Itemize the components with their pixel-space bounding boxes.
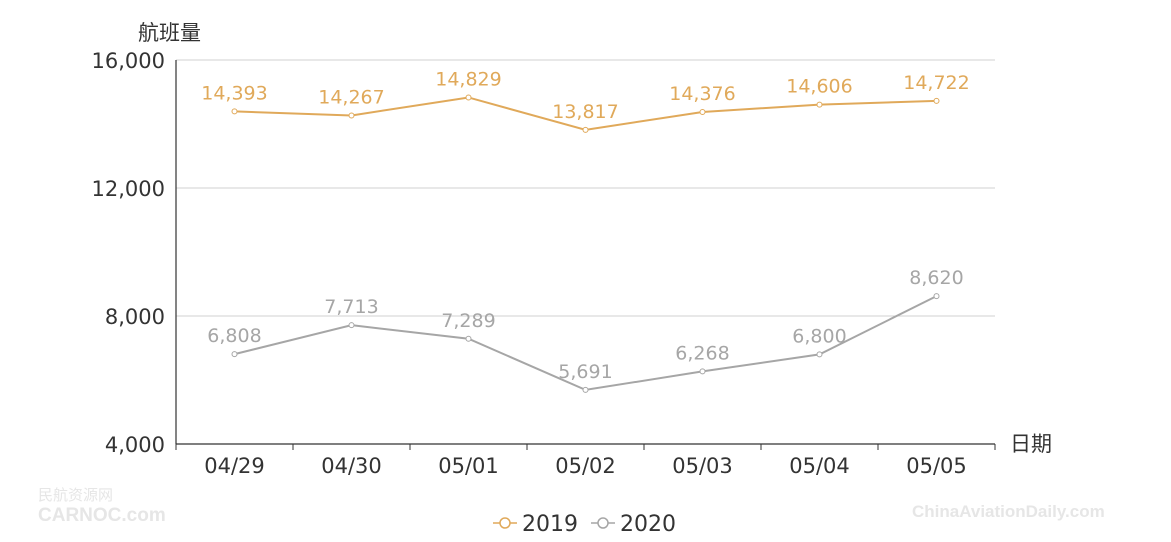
- y-axis-title: 航班量: [138, 21, 201, 45]
- data-point: [816, 101, 823, 108]
- data-point: [465, 94, 472, 101]
- data-label: 14,393: [201, 82, 267, 104]
- data-label: 5,691: [558, 361, 612, 383]
- data-label: 6,800: [792, 325, 846, 347]
- data-point: [231, 108, 238, 115]
- data-point: [816, 351, 823, 358]
- data-label: 6,808: [207, 325, 261, 347]
- data-point: [582, 386, 589, 393]
- y-tick-label: 4,000: [105, 433, 165, 457]
- data-label: 14,267: [318, 86, 384, 108]
- x-tick-label: 04/29: [204, 454, 265, 478]
- x-tick-label: 04/30: [321, 454, 382, 478]
- x-tick-label: 05/02: [555, 454, 616, 478]
- x-axis-title: 日期: [1010, 432, 1052, 456]
- data-point: [348, 322, 355, 329]
- legend-marker-2019: [499, 517, 511, 529]
- data-point: [699, 108, 706, 115]
- x-tick-label: 05/05: [906, 454, 967, 478]
- x-tick-label: 05/01: [438, 454, 499, 478]
- y-tick-label: 8,000: [105, 305, 165, 329]
- carnoc-watermark: 民航资源网 CARNOC.com: [38, 484, 166, 527]
- data-label: 14,722: [903, 72, 969, 94]
- data-label: 14,829: [435, 68, 501, 90]
- data-point: [699, 368, 706, 375]
- data-label: 8,620: [909, 267, 963, 289]
- y-tick-label: 16,000: [92, 49, 165, 73]
- data-point: [465, 335, 472, 342]
- y-tick-label: 12,000: [92, 177, 165, 201]
- legend-label-2020: 2020: [620, 512, 676, 537]
- chinaaviationdaily-watermark: ChinaAviationDaily.com: [912, 502, 1105, 521]
- watermark-cn: 民航资源网: [38, 487, 114, 504]
- data-label: 13,817: [552, 101, 618, 123]
- data-label: 7,713: [324, 296, 378, 318]
- x-tick-label: 05/03: [672, 454, 733, 478]
- x-tick-label: 05/04: [789, 454, 850, 478]
- data-label: 7,289: [441, 310, 495, 332]
- legend-marker-2020: [597, 517, 609, 529]
- data-label: 14,606: [786, 76, 852, 98]
- data-point: [933, 293, 940, 300]
- data-point: [582, 126, 589, 133]
- data-point: [231, 351, 238, 358]
- data-label: 14,376: [669, 83, 735, 105]
- legend-label-2019: 2019: [522, 512, 578, 537]
- data-point: [933, 97, 940, 104]
- data-point: [348, 112, 355, 119]
- watermark-en: CARNOC.com: [38, 505, 166, 526]
- data-label: 6,268: [675, 342, 729, 364]
